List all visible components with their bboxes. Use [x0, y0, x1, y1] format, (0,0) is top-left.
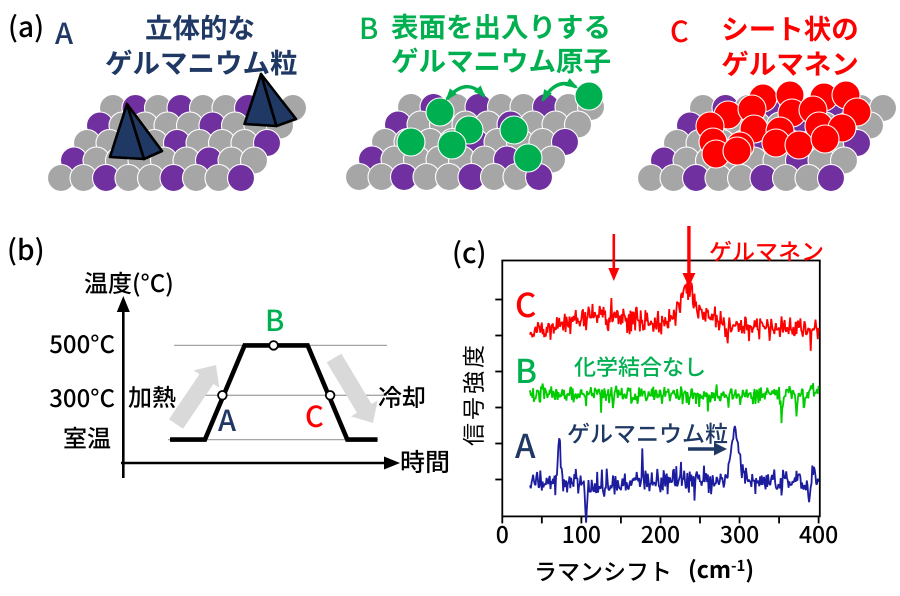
raman-trace-b [529, 382, 820, 424]
c-x-unit-suffix: ) [745, 551, 755, 585]
b-point-a: A [218, 398, 237, 440]
profile-marker-b [268, 340, 279, 351]
c-xtick-label: 200 [640, 516, 681, 550]
peak-arrow-head [682, 273, 696, 287]
peak-arrow-head [608, 268, 620, 281]
heating-block-arrow [168, 365, 220, 429]
c-x-unit-prefix: (cm [688, 551, 731, 585]
b-x-axis-title: 時間 [400, 443, 451, 479]
b-level-500: 500°C [49, 325, 115, 360]
pointer-arrow-head [714, 442, 727, 456]
c-annotation-germanene: ゲルマネン [709, 233, 824, 267]
panel-a-graphics [46, 72, 898, 193]
lattice-b [344, 78, 606, 192]
c-annotation-no-bond: 化学結合なし [574, 350, 707, 382]
raman-trace-a [529, 425, 820, 523]
germanium-atom-green [437, 130, 467, 160]
germanium-atom-green [499, 115, 529, 145]
c-xtick-label: 300 [719, 516, 760, 550]
hop-arrow [541, 78, 579, 103]
b-point-c: C [305, 394, 324, 436]
hop-arrow [445, 85, 486, 101]
b-cool-label: 冷却 [378, 378, 426, 413]
c-xtick-label: 400 [798, 516, 839, 550]
panel-c-label: (c) [452, 232, 487, 272]
pyramid-face-right [125, 102, 164, 161]
b-y-axis-title: 温度(°C) [84, 264, 174, 299]
c-annotation-ge-particle: ゲルマニウム粒 [567, 415, 728, 449]
germanium-pyramid [243, 72, 298, 128]
panel-b-graphics [116, 296, 400, 478]
c-x-unit: (cm-1) [688, 557, 754, 580]
lattice-c [636, 80, 898, 193]
pyramid-face-right [259, 72, 298, 128]
b-x-axis-arrowhead [384, 456, 400, 470]
c-series-c-label: C [515, 279, 537, 327]
lattice-a-title-line1: 立体的な [145, 6, 255, 46]
c-ylabel: 信号強度 [455, 342, 489, 446]
panel-b-label: (b) [7, 229, 45, 269]
c-xtick-label: 100 [561, 516, 602, 550]
profile-marker-c [324, 390, 336, 401]
hop-arrow-head [565, 78, 579, 89]
b-point-b: B [265, 298, 285, 340]
b-axes [116, 296, 400, 478]
lattice-a-key: A [55, 11, 74, 53]
germanene-atom-red [810, 124, 840, 154]
lattice-b-key: B [359, 6, 379, 48]
germanium-atom-green [574, 81, 604, 111]
c-series-b-label: B [515, 345, 538, 393]
germanium-atom-green [513, 143, 543, 173]
profile-marker-a [217, 390, 228, 401]
substrate-atom-purple [226, 163, 256, 193]
c-x-unit-sup: -1 [731, 555, 746, 576]
panel-a-label: (a) [8, 6, 45, 46]
c-series-a-label: A [515, 420, 536, 468]
ge-peak-pointer-arrow [688, 442, 727, 456]
lattice-c-title-line1: シート状の [721, 7, 859, 47]
lattice-b-title-line1: 表面を出入りする [391, 5, 611, 45]
germanium-atom-green [425, 97, 455, 127]
substrate-atom-purple [816, 163, 846, 193]
b-heat-label: 加熱 [128, 378, 176, 413]
germanene-atom-red [722, 136, 752, 166]
germanene-peak-arrow [682, 226, 696, 287]
lattice-a [46, 72, 308, 193]
germanium-atom-green [396, 127, 426, 157]
b-y-axis-arrowhead [116, 296, 130, 312]
lattice-a-title-line2: ゲルマニウム粒 [105, 41, 298, 81]
cooling-block-arrow [326, 353, 378, 423]
c-xtick-label: 0 [495, 516, 509, 550]
b-level-300: 300°C [49, 379, 115, 414]
raman-trace-c [529, 281, 820, 351]
germanium-pyramid [108, 102, 164, 161]
lattice-c-key: C [670, 9, 689, 51]
c-xlabel: ラマンシフト [534, 553, 672, 587]
lattice-c-title-line2: ゲルマネン [721, 42, 859, 82]
germanene-atom-red [784, 130, 814, 160]
panel-c-graphics [495, 226, 821, 524]
hop-arrow-head [473, 85, 486, 98]
b-level-rt: 室温 [63, 419, 111, 454]
hop-arrow-head [445, 88, 457, 101]
hop-arrow-head [541, 89, 552, 103]
lattice-b-title-line2: ゲルマニウム原子 [391, 39, 611, 79]
germanene-peak-arrow [608, 234, 620, 281]
